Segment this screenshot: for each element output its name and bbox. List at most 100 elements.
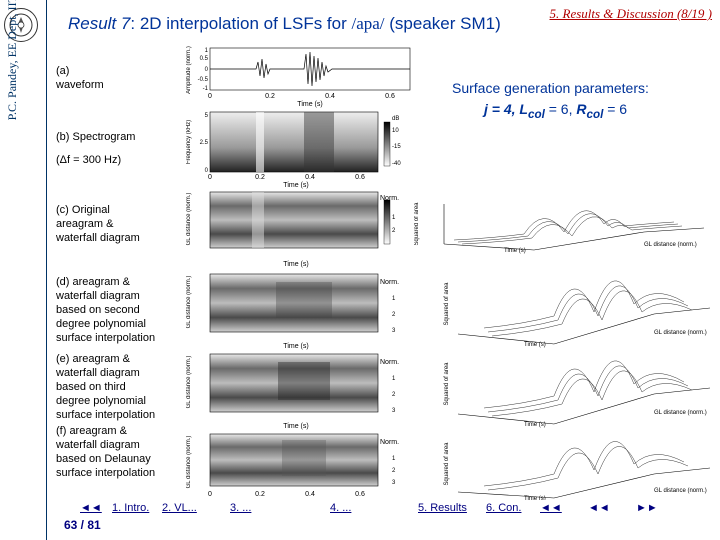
waveform-trace — [210, 51, 410, 87]
caption-line: based on third — [56, 381, 126, 393]
areagram-interp — [278, 362, 330, 400]
xtick: 0 — [208, 491, 212, 498]
xtick: 0.4 — [305, 174, 315, 181]
area-xlabel: Time (s) — [283, 261, 308, 268]
colorbar-label: Norm. — [380, 439, 399, 446]
title-result-number: Result 7 — [68, 14, 131, 33]
caption-line: surface interpolation — [56, 409, 156, 421]
areagram-image — [209, 191, 379, 249]
colorbar-tick: 1 — [392, 456, 396, 462]
caption-line: (d) areagram & — [56, 276, 130, 288]
colorbar-tick: 3 — [392, 480, 396, 486]
areagram-panel-c: GL distance (norm.) Norm. 1 2 Time (s) — [186, 191, 399, 268]
ytick: -1 — [203, 86, 209, 92]
param-lcol-value: = 6, — [544, 101, 573, 117]
nav-back-button[interactable]: ◄◄ — [80, 502, 102, 514]
area-ylabel: GL distance (norm.) — [186, 436, 192, 489]
ytick: 0 — [205, 168, 209, 174]
footer-navigation: ◄◄ 1. Intro. 2. VL... 3. ... 4. ... 5. R… — [80, 502, 720, 516]
area-ylabel: GL distance (norm.) — [186, 356, 192, 409]
ytick: 5 — [205, 113, 209, 119]
nav-prev-button[interactable]: ◄◄ — [540, 502, 562, 514]
caption-c: (c) Original areagram & waterfall diagra… — [56, 203, 186, 245]
nav-item-conclusion[interactable]: 6. Con. — [486, 502, 522, 514]
xtick: 0.6 — [385, 93, 395, 100]
areagram-panel-f: GL distance (norm.) Norm. 1 2 3 0 0.2 0.… — [186, 433, 399, 498]
section-reference-link[interactable]: 5. Results & Discussion (8/19 ) — [549, 6, 713, 21]
colorbar-label: Norm. — [380, 359, 399, 366]
areagram-panel-e: GL distance (norm.) Norm. 1 2 3 Time (s) — [186, 353, 399, 430]
caption-line: waterfall diagram — [56, 290, 140, 302]
waterfall-xlabel: Time (s) — [524, 342, 546, 348]
area-xlabel: Time (s) — [283, 343, 308, 350]
xtick: 0.6 — [355, 174, 365, 181]
caption-line: degree polynomial — [56, 395, 146, 407]
nav-rewind-button[interactable]: ◄◄ — [588, 502, 610, 514]
waterfall-ylabel: GL distance (norm.) — [644, 242, 697, 248]
colorbar-tick: 2 — [392, 312, 396, 318]
caption-line: waterfall diagram — [56, 232, 140, 244]
caption-line: based on Delaunay — [56, 453, 151, 465]
nav-item-3[interactable]: 3. ... — [230, 502, 252, 514]
param-rcol-label: R — [576, 101, 587, 117]
title-speaker: (speaker SM1) — [384, 14, 501, 33]
param-lcol-sub: col — [527, 107, 545, 121]
waterfall-zlabel: Squared of area — [444, 442, 450, 486]
caption-line: (a) — [56, 65, 70, 77]
colorbar-tick: 1 — [392, 376, 396, 382]
waterfall-zlabel: Squared of area — [444, 282, 450, 326]
nav-item-4[interactable]: 4. ... — [330, 502, 352, 514]
xtick: 0.2 — [265, 93, 275, 100]
areagram-image — [209, 433, 379, 487]
waveform-ylabel: Amplitude (norm.) — [186, 46, 192, 94]
param-lcol-label: L — [519, 101, 528, 117]
ytick: 1 — [205, 48, 209, 54]
figure-column: Amplitude (norm.) 1 0.5 0 -0.5 -1 0 0.2 … — [186, 44, 412, 500]
areagram-image — [209, 273, 379, 333]
spectrogram-burst — [256, 112, 264, 172]
caption-f: (f) areagram & waterfall diagram based o… — [56, 424, 186, 480]
colorbar-tick: 2 — [392, 392, 396, 398]
caption-line: (f) areagram & — [56, 425, 127, 437]
nav-item-results[interactable]: 5. Results — [418, 502, 467, 514]
colorbar-unit: dB — [392, 116, 399, 122]
caption-line: (e) areagram & — [56, 353, 130, 365]
caption-line: surface interpolation — [56, 332, 156, 344]
areagram-image — [209, 353, 379, 413]
caption-line: (b) Spectrogram — [56, 131, 136, 143]
waveform-xlabel: Time (s) — [297, 101, 322, 108]
xtick: 0 — [208, 93, 212, 100]
waterfall-bg — [414, 184, 714, 254]
area-ylabel: GL distance (norm.) — [186, 276, 192, 329]
colorbar-tick: 3 — [392, 328, 396, 334]
spec-xlabel: Time (s) — [283, 182, 308, 189]
waterfall-ylabel: GL distance (norm.) — [654, 410, 707, 416]
area-xlabel: Time (s) — [283, 423, 308, 430]
caption-line: waterfall diagram — [56, 367, 140, 379]
waterfall-ylabel: GL distance (norm.) — [654, 330, 707, 336]
ytick: 2.5 — [200, 140, 209, 146]
waterfall-xlabel: Time (s) — [524, 496, 546, 500]
waterfall-zlabel: Squared of area — [444, 362, 450, 406]
spectrogram-vowel — [304, 112, 334, 172]
waterfall-c: Squared of area Time (s) GL distance (no… — [414, 184, 714, 254]
nav-forward-button[interactable]: ►► — [636, 502, 658, 514]
nav-item-intro[interactable]: 1. Intro. — [112, 502, 150, 514]
caption-a: (a) waveform — [56, 64, 186, 92]
title-text: : 2D interpolation of LSFs for — [130, 14, 352, 33]
ytick: 0 — [205, 67, 209, 73]
waterfall-d: Squared of area Time (s) GL distance (no… — [444, 280, 711, 348]
waterfall-column: Squared of area Time (s) GL distance (no… — [414, 184, 714, 500]
colorbar-tick: 10 — [392, 128, 399, 134]
caption-d: (d) areagram & waterfall diagram based o… — [56, 275, 186, 345]
areagram-interp — [282, 440, 326, 476]
xtick: 0.6 — [355, 491, 365, 498]
waterfall-xlabel: Time (s) — [524, 422, 546, 428]
area-ylabel: GL distance (norm.) — [186, 193, 192, 246]
waterfall-e: Squared of area Time (s) GL distance (no… — [444, 360, 711, 428]
iit-logo — [4, 8, 38, 42]
nav-item-2[interactable]: 2. VL... — [162, 502, 197, 514]
caption-line: areagram & — [56, 218, 114, 230]
param-rcol-sub: col — [586, 107, 604, 121]
page-number: 63 / 81 — [64, 518, 101, 532]
